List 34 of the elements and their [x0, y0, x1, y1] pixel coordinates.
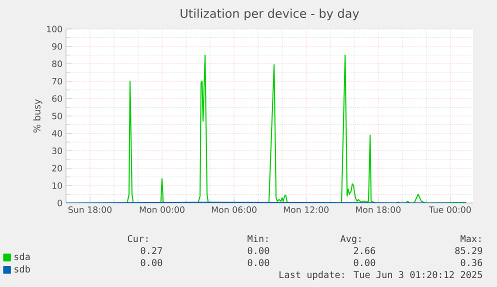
y-tick-label: 20 [52, 164, 62, 172]
text: Max: [460, 235, 480, 242]
y-tick-label: 50 [52, 112, 62, 120]
text: 2.66 [354, 247, 376, 254]
text: Min: [248, 234, 268, 242]
y-axis-title: % busy [33, 99, 42, 133]
text: 0.00 [248, 247, 270, 254]
x-tick-label: Mon 18:00 [356, 206, 401, 213]
legend-label: sdb [14, 265, 30, 273]
legend-label: sda [14, 252, 30, 260]
text: Avg: [340, 235, 360, 244]
text: 85.29 [455, 247, 482, 254]
x-tick-label: Mon 12:00 [284, 206, 329, 213]
text: 0.36 [460, 259, 482, 266]
x-tick-label: Tue 00:00 [428, 206, 471, 213]
y-tick-label: 60 [52, 95, 62, 102]
y-tick-label: 100 [47, 26, 62, 32]
text: 0.00 [140, 259, 162, 266]
chart-title: Utilization per device - by day [180, 8, 360, 20]
text: Last update: Tue Jun 3 01:20:12 2025 [280, 270, 482, 280]
x-tick-label: Mon 06:00 [212, 206, 256, 213]
y-tick-label: 90 [52, 43, 62, 50]
y-tick-label: 40 [52, 130, 62, 137]
text: 0.00 [354, 259, 376, 266]
text: Cur: [128, 235, 148, 242]
text: 0.27 [140, 247, 162, 254]
y-tick-label: 80 [52, 60, 62, 68]
text: 0.00 [248, 259, 270, 266]
x-tick-label: Sun 18:00 [68, 206, 112, 213]
y-tick-label: 30 [52, 148, 62, 154]
y-tick-label: 0 [58, 200, 62, 206]
y-tick-label: 10 [52, 182, 62, 189]
x-tick-label: Mon 00:00 [140, 206, 184, 213]
y-tick-label: 70 [52, 78, 62, 84]
